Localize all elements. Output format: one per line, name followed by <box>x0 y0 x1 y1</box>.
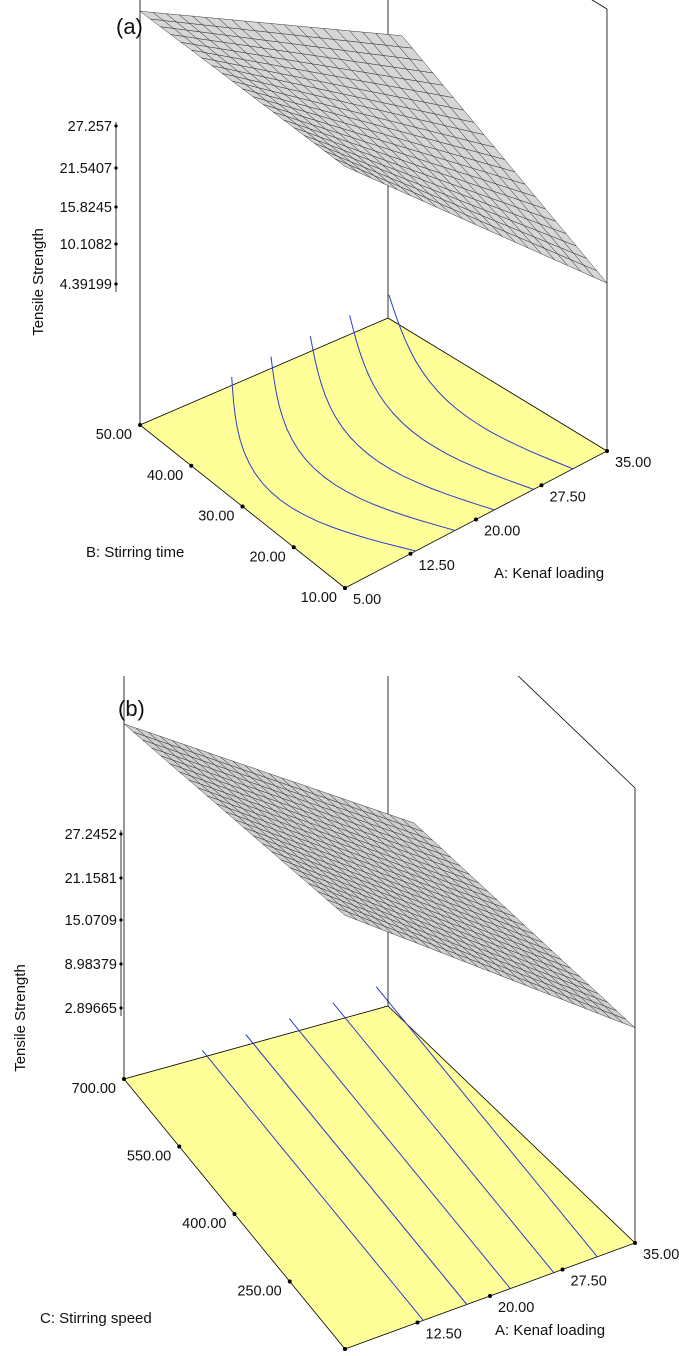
y-tick-label: 700.00 <box>72 1081 116 1097</box>
contour-line <box>332 1002 555 1274</box>
z-axis-label: Tensile Strength <box>12 964 29 1072</box>
x-tick-mark <box>605 449 609 453</box>
z-tick-mark <box>114 205 118 209</box>
contour-line <box>309 335 495 511</box>
z-tick-mark <box>119 918 123 922</box>
y-tick-mark <box>343 1347 347 1351</box>
chart-panel-a: (a) 27.257 21.5407 15.8245 10.1082 4.39199 Te… <box>0 0 679 675</box>
box-edge <box>591 0 608 10</box>
y-tick-label: 10.00 <box>301 590 337 606</box>
x-tick-label: 20.00 <box>484 524 520 540</box>
y-tick-label: 400.00 <box>182 1216 226 1232</box>
z-tick-label: 21.5407 <box>60 161 112 177</box>
y-axis-label: B: Stirring time <box>86 544 184 561</box>
x-tick-mark <box>488 1294 492 1298</box>
x-tick-label: 27.50 <box>550 489 586 505</box>
x-tick-mark <box>560 1267 565 1272</box>
x-tick-label: 12.50 <box>426 1327 462 1343</box>
response-surface <box>139 10 608 284</box>
z-tick-label: 8.98379 <box>65 957 117 973</box>
z-tick-mark <box>114 166 118 170</box>
floor-plane <box>139 317 608 589</box>
x-tick-label: 35.00 <box>615 455 651 471</box>
x-tick-mark <box>539 483 544 488</box>
y-tick-label: 550.00 <box>127 1149 171 1165</box>
x-tick-label: 27.50 <box>571 1274 607 1290</box>
z-tick-mark <box>114 124 118 128</box>
box-edge <box>387 550 636 789</box>
z-tick-label: 27.257 <box>68 119 112 135</box>
y-tick-label: 40.00 <box>147 468 183 484</box>
floor-plane <box>123 1005 636 1350</box>
chart-panel-b: (b) 27.2452 21.1581 15.0709 8.98379 2.89665 T… <box>0 550 679 1356</box>
y-tick-mark <box>291 545 296 550</box>
surface-cell <box>388 34 413 49</box>
z-tick-label: 21.1581 <box>65 871 117 887</box>
y-tick-mark <box>232 1212 237 1216</box>
x-tick-mark <box>415 1320 420 1325</box>
x-tick-mark <box>633 1241 637 1245</box>
y-tick-label: 20.00 <box>249 549 285 565</box>
x-tick-label: 12.50 <box>419 558 455 574</box>
z-tick-label: 4.39199 <box>60 277 112 293</box>
z-tick-mark <box>119 1006 123 1010</box>
y-tick-mark <box>122 1077 126 1081</box>
panel-label-b: (b) <box>118 696 145 721</box>
z-tick-label: 15.0709 <box>65 913 117 929</box>
x-tick-mark <box>408 551 413 556</box>
z-tick-label: 10.1082 <box>60 237 112 253</box>
y-tick-mark <box>287 1279 292 1284</box>
x-tick-label: 5.00 <box>353 592 381 608</box>
contour-line <box>288 1018 511 1289</box>
y-tick-label: 250.00 <box>237 1284 281 1300</box>
z-axis-label: Tensile Strength <box>30 228 47 336</box>
z-tick-mark <box>114 242 118 246</box>
contour-line <box>388 294 574 470</box>
y-tick-label: 30.00 <box>198 509 234 525</box>
z-tick-mark <box>114 282 118 286</box>
y-tick-mark <box>240 504 245 509</box>
z-tick-label: 2.89665 <box>65 1001 117 1017</box>
contour-line <box>270 356 456 531</box>
contour-lines <box>201 986 598 1321</box>
contour-line <box>231 376 416 552</box>
contour-line <box>349 315 534 490</box>
surface-cell <box>613 1014 636 1028</box>
z-tick-mark <box>119 962 123 966</box>
y-tick-mark <box>189 463 194 468</box>
z-tick-mark <box>119 832 123 836</box>
z-tick-label: 15.8245 <box>60 200 112 216</box>
y-tick-label: 50.00 <box>96 427 132 443</box>
chart-b-svg: (b) 27.2452 21.1581 15.0709 8.98379 2.89665 T… <box>12 550 679 1356</box>
y-tick-mark <box>138 423 142 427</box>
chart-a-svg: (a) 27.257 21.5407 15.8245 10.1082 4.39199 Te… <box>30 0 651 608</box>
x-tick-label: 20.00 <box>498 1300 534 1316</box>
y-tick-mark <box>343 586 347 590</box>
z-tick-label: 27.2452 <box>65 827 117 843</box>
response-surface <box>123 723 636 1028</box>
surface-cell <box>401 818 424 832</box>
y-axis-label: C: Stirring speed <box>40 1310 152 1327</box>
y-tick-mark <box>177 1144 182 1149</box>
panel-label-a: (a) <box>116 14 143 39</box>
contour-line <box>201 1050 424 1321</box>
contour-lines <box>231 294 574 552</box>
x-axis-label: A: Kenaf loading <box>494 565 604 582</box>
x-axis-label: A: Kenaf loading <box>495 1322 605 1339</box>
x-tick-label: 35.00 <box>643 1247 679 1263</box>
z-tick-mark <box>119 876 123 880</box>
contour-line <box>375 986 598 1258</box>
contour-line <box>245 1034 468 1305</box>
x-tick-mark <box>474 517 478 522</box>
